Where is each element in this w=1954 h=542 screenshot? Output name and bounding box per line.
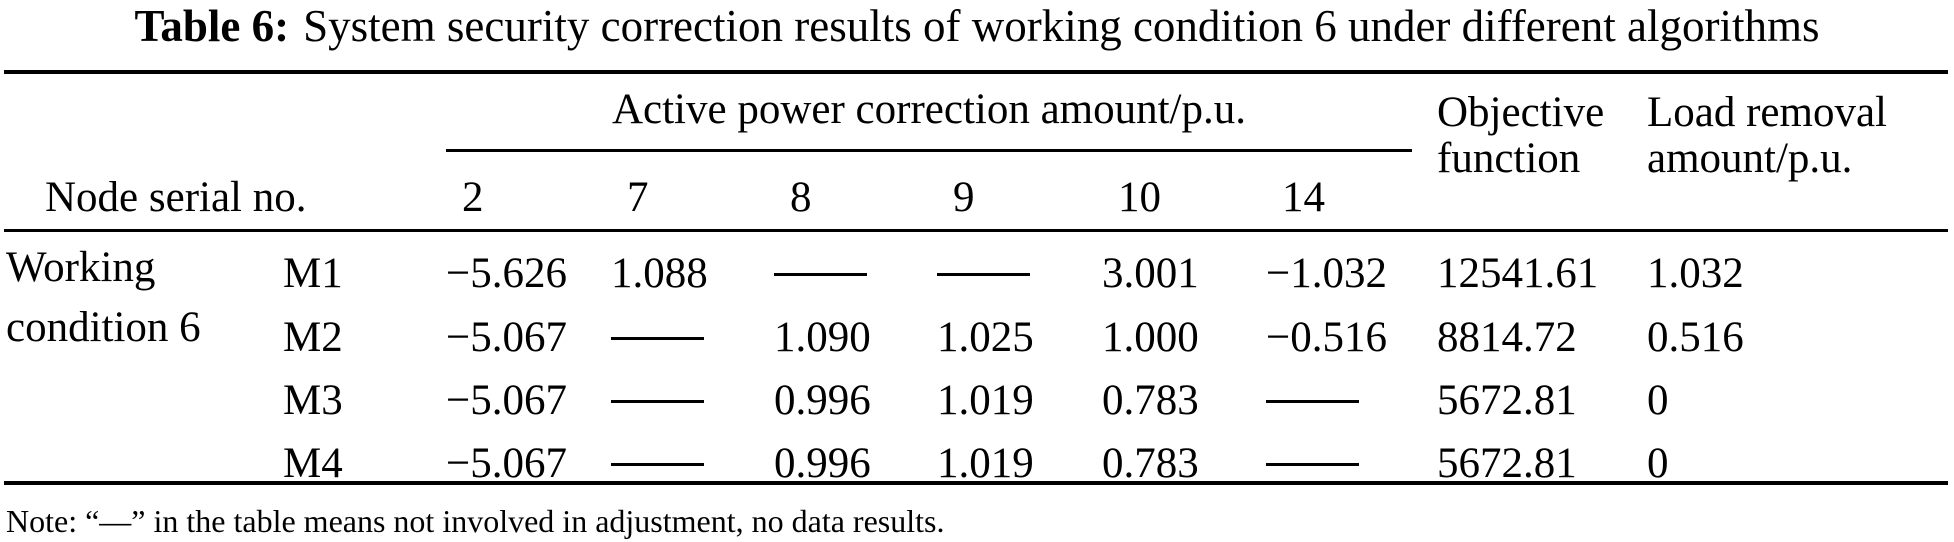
no-data-dash	[611, 463, 704, 466]
load-cell: 1.032	[1647, 250, 1744, 297]
no-data-dash	[937, 273, 1030, 276]
node-column-header: 14	[1282, 174, 1325, 221]
group-header-rule	[446, 149, 1412, 152]
value-cell: −5.067	[446, 314, 568, 361]
no-data-dash	[774, 273, 867, 276]
value-cell: 0.996	[774, 377, 871, 424]
value-cell: 3.001	[1102, 250, 1199, 297]
value-cell: 0.783	[1102, 377, 1199, 424]
col-group-header: Active power correction amount/p.u.	[611, 86, 1247, 133]
value-cell: 0.996	[774, 440, 871, 487]
algorithm-label: M3	[283, 377, 343, 424]
no-data-dash	[611, 400, 704, 403]
objective-cell: 5672.81	[1437, 440, 1577, 487]
no-data-dash	[611, 337, 704, 340]
value-cell: −0.516	[1266, 314, 1388, 361]
table-title: Table 6: System security correction resul…	[0, 2, 1954, 50]
table-number-label: Table 6:	[134, 1, 290, 51]
objective-header-line1: Objective	[1437, 89, 1605, 136]
note-text: Note: “—” in the table means not involve…	[6, 503, 945, 539]
load-cell: 0	[1647, 440, 1669, 487]
node-column-header: 2	[462, 174, 484, 221]
algorithm-label: M1	[283, 250, 343, 297]
load-header-line2: amount/p.u.	[1647, 135, 1853, 182]
value-cell: 1.088	[611, 250, 708, 297]
algorithm-label: M2	[283, 314, 343, 361]
value-cell: −5.067	[446, 377, 568, 424]
value-cell: 0.783	[1102, 440, 1199, 487]
value-cell: −5.626	[446, 250, 568, 297]
node-column-header: 10	[1118, 174, 1161, 221]
objective-cell: 5672.81	[1437, 377, 1577, 424]
load-header-line1: Load removal	[1647, 89, 1887, 136]
objective-cell: 12541.61	[1437, 250, 1599, 297]
bottom-rule	[4, 481, 1948, 485]
node-column-header: 9	[953, 174, 975, 221]
objective-cell: 8814.72	[1437, 314, 1577, 361]
value-cell: 1.019	[937, 377, 1034, 424]
row-group-label-line2: condition 6	[6, 304, 201, 351]
value-cell: 1.019	[937, 440, 1034, 487]
objective-header-line2: function	[1437, 135, 1581, 182]
table-caption: System security correction results of wo…	[303, 1, 1820, 51]
row-header: Node serial no.	[45, 174, 307, 221]
no-data-dash	[1266, 400, 1359, 403]
value-cell: 1.025	[937, 314, 1034, 361]
row-group-label-line1: Working	[6, 244, 156, 291]
header-bottom-rule	[4, 229, 1948, 232]
top-rule	[4, 70, 1948, 74]
load-cell: 0.516	[1647, 314, 1744, 361]
value-cell: 1.000	[1102, 314, 1199, 361]
value-cell: −5.067	[446, 440, 568, 487]
algorithm-label: M4	[283, 440, 343, 487]
node-column-header: 7	[627, 174, 649, 221]
value-cell: 1.090	[774, 314, 871, 361]
objective-function-header: Objective function	[1437, 90, 1604, 182]
load-cell: 0	[1647, 377, 1669, 424]
no-data-dash	[1266, 463, 1359, 466]
value-cell: −1.032	[1266, 250, 1388, 297]
load-removal-header: Load removal amount/p.u.	[1647, 90, 1887, 182]
node-column-header: 8	[790, 174, 812, 221]
